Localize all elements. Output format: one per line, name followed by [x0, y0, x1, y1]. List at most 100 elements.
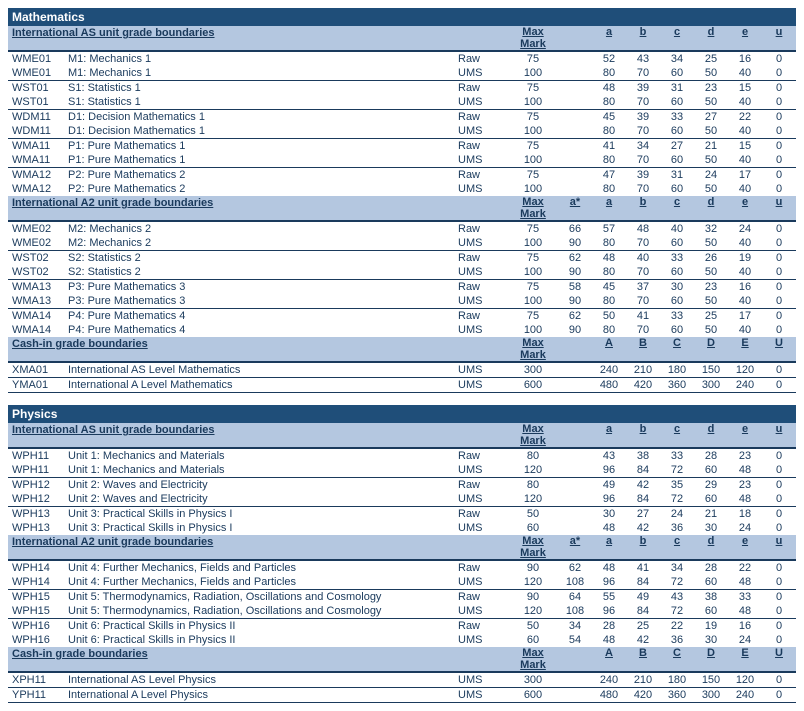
grade-cell: 30	[660, 280, 694, 294]
grade-cell: 32	[694, 222, 728, 236]
grade-cell: 0	[762, 294, 796, 308]
grade-cell: 0	[762, 95, 796, 109]
grade-cell: 96	[592, 492, 626, 506]
mark-type: UMS	[458, 492, 508, 506]
max-mark-value: 120	[508, 575, 558, 589]
grade-cell: 34	[660, 52, 694, 66]
grade-cell: 70	[626, 265, 660, 279]
grade-cell: 28	[592, 619, 626, 633]
grade-cell: 30	[592, 507, 626, 521]
grade-cell: 22	[660, 619, 694, 633]
unit-name: Unit 3: Practical Skills in Physics I	[68, 521, 458, 535]
grade-cell: 38	[694, 590, 728, 604]
section-header: Cash-in grade boundariesMax MarkABCDEU	[8, 647, 796, 672]
grade-cell: 96	[592, 575, 626, 589]
mark-type: UMS	[458, 521, 508, 535]
grade-header-cell: a	[592, 423, 626, 447]
grade-cell: 49	[592, 478, 626, 492]
grade-cell: 90	[558, 323, 592, 337]
grade-cell: 21	[694, 139, 728, 153]
grade-cell: 0	[762, 619, 796, 633]
grade-header-cell: U	[762, 647, 796, 671]
unit-row: WPH13Unit 3: Practical Skills in Physics…	[8, 507, 796, 521]
unit-row: WST01S1: Statistics 1Raw7548393123150	[8, 81, 796, 95]
grade-values: 10896847260480	[558, 604, 796, 618]
grade-headers: a*abcdeu	[558, 535, 796, 559]
unit-code: WPH13	[8, 521, 68, 535]
max-mark-value: 100	[508, 95, 558, 109]
cashin-type: UMS	[458, 378, 508, 392]
grade-cell: 24	[660, 507, 694, 521]
cashin-name: International A Level Mathematics	[68, 378, 458, 392]
unit-name: M1: Mechanics 1	[68, 66, 458, 80]
mark-type: UMS	[458, 463, 508, 477]
grade-values: 3428252219160	[558, 619, 796, 633]
unit-row: WPH12Unit 2: Waves and ElectricityUMS120…	[8, 492, 796, 506]
max-mark-value: 90	[508, 561, 558, 575]
grade-cell: 70	[626, 124, 660, 138]
unit-block: WME01M1: Mechanics 1Raw7552433425160WME0…	[8, 51, 796, 80]
unit-code: WMA14	[8, 309, 68, 323]
section-header: Cash-in grade boundariesMax MarkABCDEU	[8, 337, 796, 362]
col-spacer	[458, 337, 508, 361]
grade-cell	[558, 52, 592, 66]
unit-block: WPH16Unit 6: Practical Skills in Physics…	[8, 618, 796, 647]
mark-type: Raw	[458, 309, 508, 323]
grade-cell: 48	[728, 604, 762, 618]
grade-cell: 42	[626, 521, 660, 535]
grade-cell: 62	[558, 251, 592, 265]
grade-header-cell: b	[626, 535, 660, 559]
grade-cell: 60	[660, 95, 694, 109]
grade-cell: 40	[728, 153, 762, 167]
grade-cell: 54	[558, 633, 592, 647]
max-mark-value: 75	[508, 110, 558, 124]
unit-name: Unit 2: Waves and Electricity	[68, 492, 458, 506]
grade-cell: 50	[694, 265, 728, 279]
grade-cell	[558, 153, 592, 167]
grade-cell: 60	[660, 323, 694, 337]
grade-cell: 62	[558, 561, 592, 575]
mark-type: UMS	[458, 236, 508, 250]
unit-code: WPH16	[8, 619, 68, 633]
max-mark-value: 60	[508, 521, 558, 535]
grade-cell: 41	[626, 309, 660, 323]
section-title: International AS unit grade boundaries	[8, 423, 458, 447]
grade-cell: 26	[694, 251, 728, 265]
grade-headers: ABCDEU	[558, 337, 796, 361]
grade-cell: 34	[626, 139, 660, 153]
cashin-grade-cell: 420	[626, 378, 660, 392]
grade-cell: 0	[762, 521, 796, 535]
grade-header-cell: c	[660, 535, 694, 559]
grade-cell	[558, 110, 592, 124]
grade-header-cell: e	[728, 535, 762, 559]
grade-cell: 40	[728, 294, 762, 308]
grade-cell: 50	[694, 182, 728, 196]
grade-values: 5845373023160	[558, 280, 796, 294]
grade-values: 96847260480	[558, 492, 796, 506]
mark-type: Raw	[458, 478, 508, 492]
grade-cell: 34	[660, 561, 694, 575]
grade-cell: 0	[762, 280, 796, 294]
max-mark-value: 75	[508, 168, 558, 182]
grade-cell: 19	[694, 619, 728, 633]
unit-name: Unit 4: Further Mechanics, Fields and Pa…	[68, 575, 458, 589]
grade-cell: 60	[694, 575, 728, 589]
unit-name: P2: Pure Mathematics 2	[68, 182, 458, 196]
grade-cell: 0	[762, 604, 796, 618]
unit-block: WPH12Unit 2: Waves and ElectricityRaw804…	[8, 477, 796, 506]
unit-name: Unit 6: Practical Skills in Physics II	[68, 619, 458, 633]
grade-cell: 0	[762, 309, 796, 323]
grade-values: 6455494338330	[558, 590, 796, 604]
grade-cell: 40	[728, 236, 762, 250]
maxmark-header: Max Mark	[508, 26, 558, 50]
section-header: International A2 unit grade boundariesMa…	[8, 196, 796, 221]
grade-header-cell: B	[626, 337, 660, 361]
mark-type: Raw	[458, 590, 508, 604]
cashin-grade-cell: 210	[626, 363, 660, 377]
grade-cell: 60	[660, 294, 694, 308]
unit-name: M2: Mechanics 2	[68, 222, 458, 236]
grade-header-cell: d	[694, 196, 728, 220]
grade-cell: 23	[728, 449, 762, 463]
grade-header-cell: b	[626, 196, 660, 220]
grade-header-cell: a	[592, 196, 626, 220]
